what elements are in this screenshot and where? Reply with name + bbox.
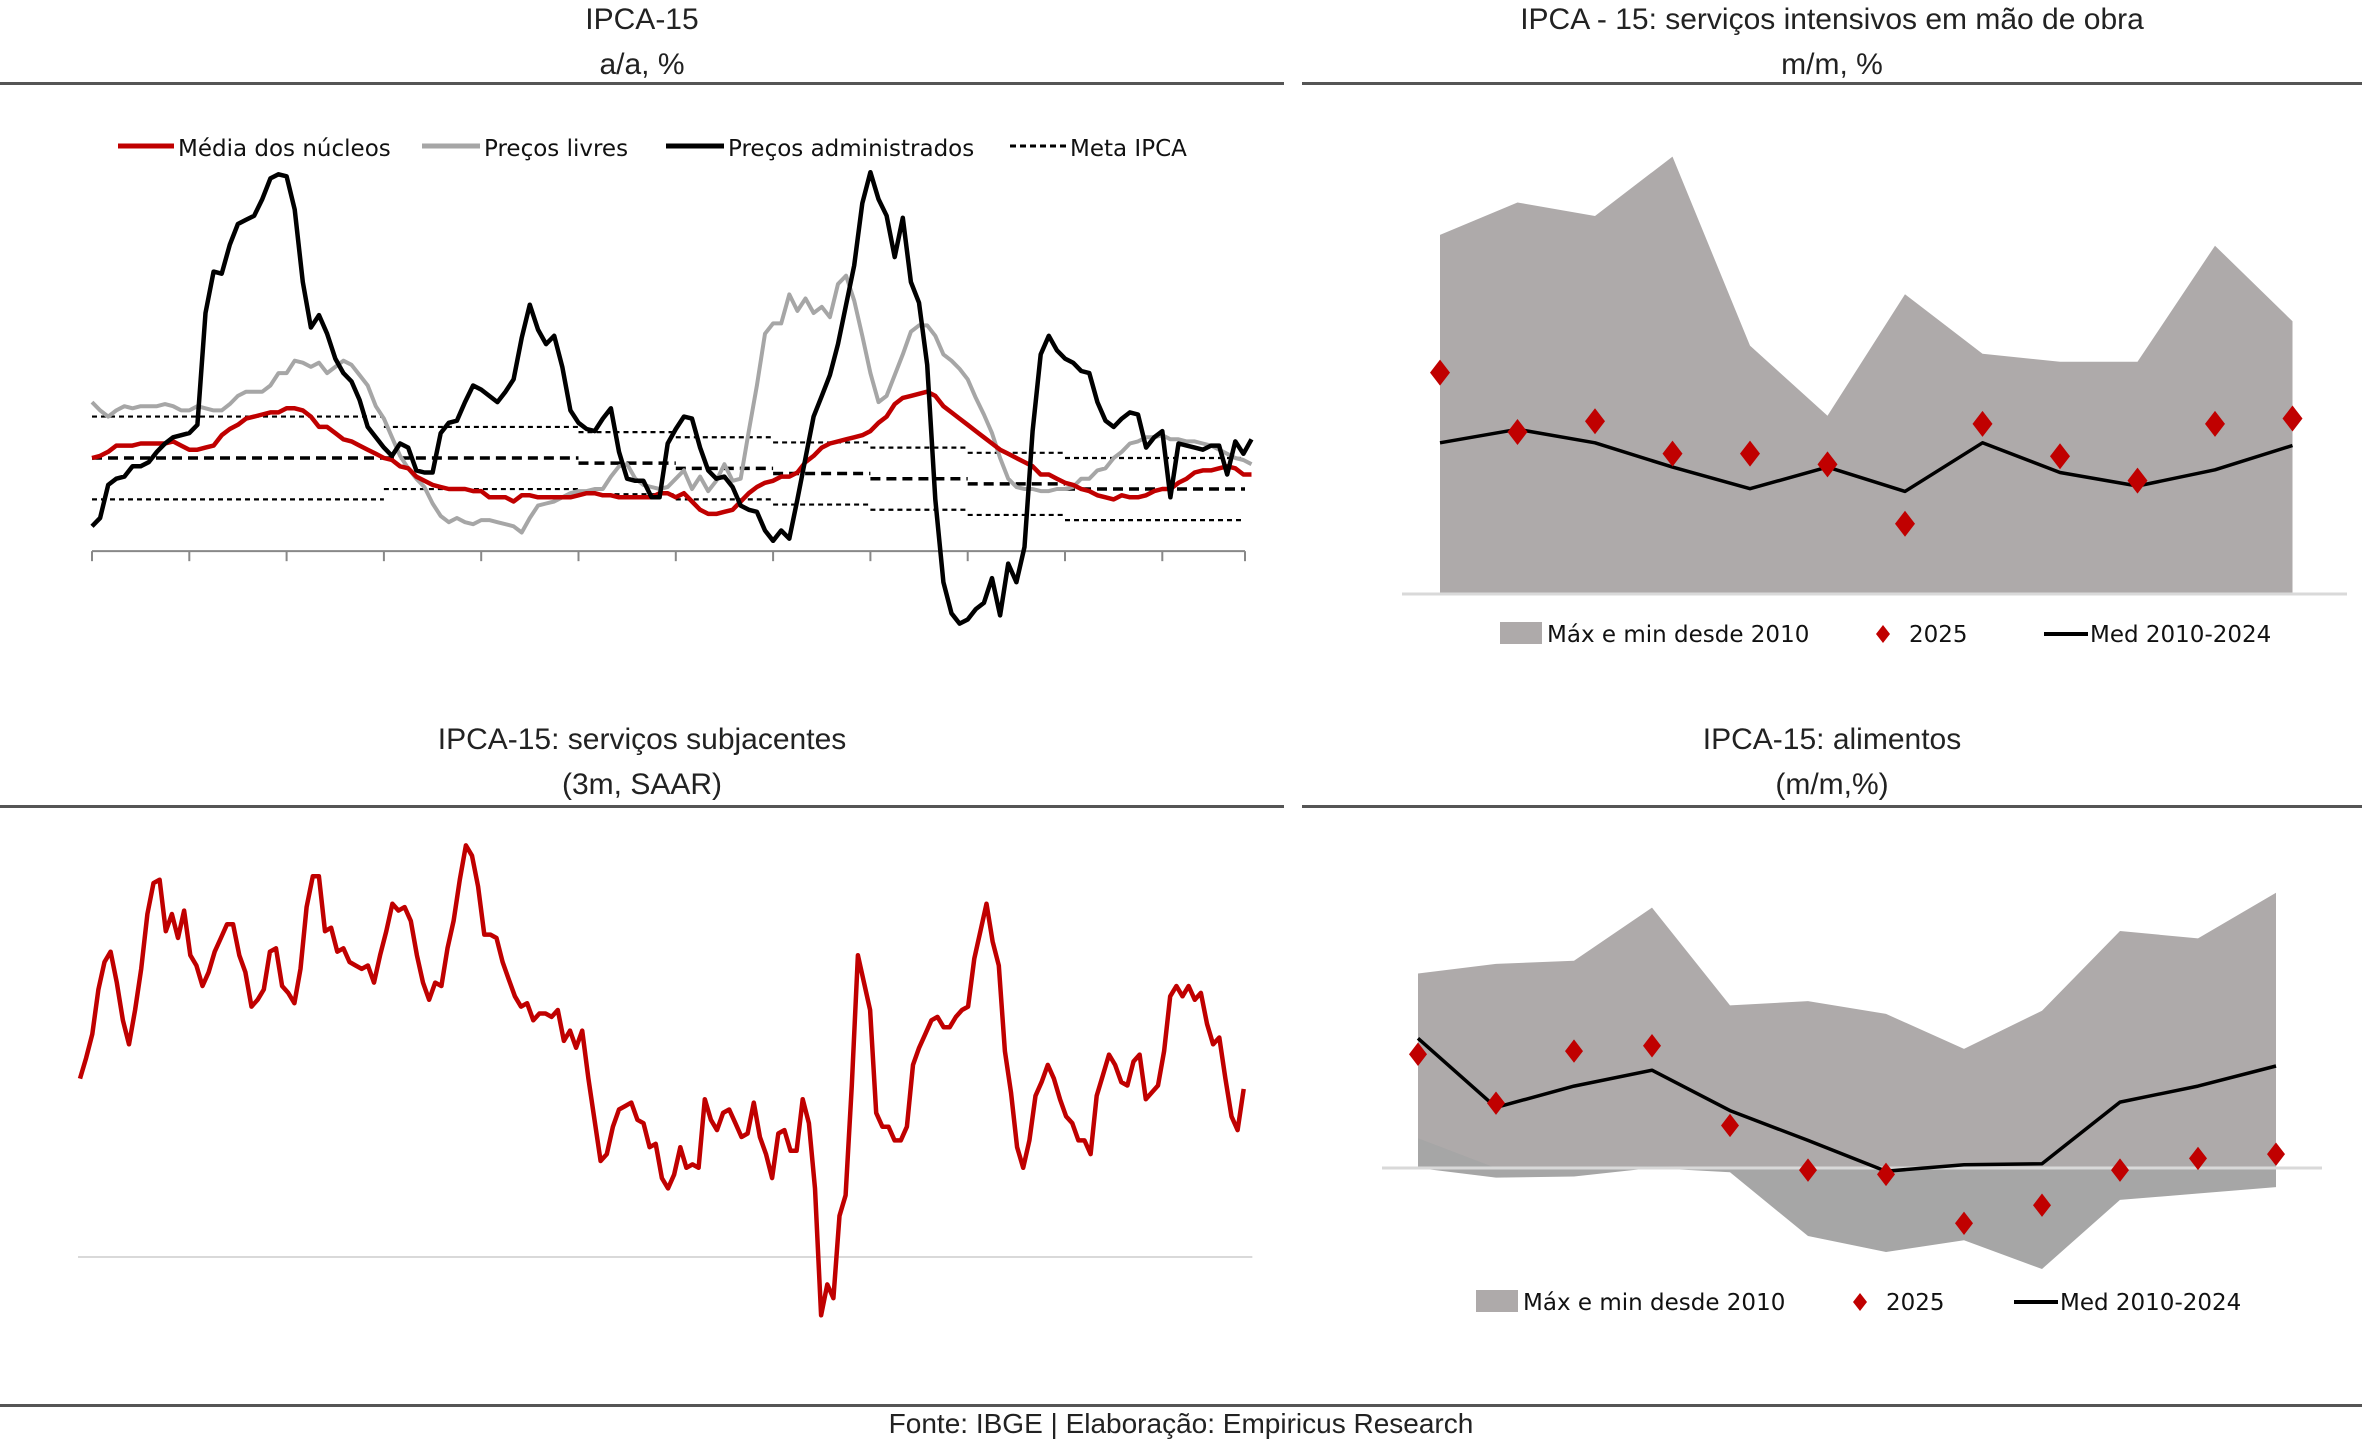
- legend-label-2025: 2025: [1886, 1290, 1945, 1316]
- chart-title: IPCA-15: alimentos: [1702, 723, 1962, 756]
- band-area-max: [1440, 156, 2293, 594]
- chart-title: IPCA-15: serviços subjacentes: [437, 723, 847, 756]
- series-line-median: [1439, 427, 2294, 494]
- legend-label-precos-administrados: Preços administrados: [728, 136, 974, 162]
- chart-subtitle: (3m, SAAR): [561, 768, 723, 801]
- legend-label-media-nucleos: Média dos núcleos: [178, 136, 391, 162]
- point-2025-mai: [1740, 440, 1760, 467]
- series-line-median: [1416, 1036, 2277, 1173]
- legend-label-band: Máx e min desde 2010: [1523, 1290, 1785, 1316]
- legend-swatch-2025: [1853, 1293, 1867, 1311]
- point-2025-jan: [1430, 359, 1450, 386]
- point-2025-fev: [1487, 1091, 1505, 1115]
- point-2025-out: [2127, 467, 2148, 494]
- point-2025-abr: [1643, 1034, 1661, 1058]
- legend-label-precos-livres: Preços livres: [484, 136, 628, 162]
- series-meta-ipca: [92, 415, 1246, 522]
- point-2025-set: [2050, 443, 2070, 470]
- point-2025-abr: [1662, 440, 1683, 467]
- point-2025-dez: [2267, 1142, 2285, 1166]
- legend-label-meta-ipca: Meta IPCA: [1070, 136, 1187, 162]
- chart-subtitle: a/a, %: [599, 48, 685, 81]
- point-2025-nov: [2205, 410, 2225, 437]
- point-2025-jun: [1817, 451, 1838, 478]
- point-2025-ago: [1972, 410, 1993, 437]
- series-line-precos-livres: [90, 273, 1253, 535]
- chart-title: IPCA - 15: serviços intensivos em mão de…: [1520, 3, 2144, 36]
- divider: [1302, 82, 2362, 85]
- point-2025-out: [2111, 1158, 2129, 1182]
- point-2025-nov: [2189, 1146, 2207, 1171]
- source-note: Fonte: IBGE | Elaboração: Empiricus Rese…: [888, 1408, 1474, 1439]
- panel-ipca15-aa: IPCA-15 a/a, % Média dos núcleos Preços …: [0, 0, 1284, 700]
- point-2025-jun: [1799, 1158, 1817, 1182]
- legend-swatch-band: [1476, 1290, 1518, 1312]
- point-2025-mar: [1585, 408, 1605, 435]
- legend-label-median: Med 2010-2024: [2060, 1290, 2241, 1316]
- legend-label-2025: 2025: [1909, 622, 1968, 648]
- series-line-servicos-subjacentes: [77, 843, 1246, 1318]
- legend: Máx e min desde 2010 2025 Med 2010-2024: [1500, 622, 2271, 648]
- divider: [0, 82, 1284, 85]
- divider: [1302, 805, 2362, 808]
- point-2025-dez: [2282, 405, 2303, 432]
- chart-subtitle: (m/m,%): [1775, 768, 1889, 801]
- chart-servicos-subjacentes: [77, 843, 1253, 1318]
- chart-subtitle: m/m, %: [1781, 48, 1883, 81]
- series-line-media-dos-nucleos: [91, 389, 1252, 517]
- point-2025-mai: [1721, 1113, 1739, 1138]
- panel-servicos-subjacentes: IPCA-15: serviços subjacentes (3m, SAAR): [0, 710, 1284, 1400]
- chart-servicos-intensivos: Máx e min desde 2010 2025 Med 2010-2024: [1402, 156, 2347, 648]
- chart-title: IPCA-15: [585, 3, 699, 36]
- legend-label-band: Máx e min desde 2010: [1547, 622, 1809, 648]
- chart-alimentos: Máx e min desde 2010 2025 Med 2010-2024: [1382, 892, 2322, 1316]
- footer-divider: [0, 1404, 2362, 1407]
- panel-alimentos: IPCA-15: alimentos (m/m,%) Máx e min des…: [1302, 710, 2362, 1400]
- band-area-max: [1418, 892, 2276, 1168]
- point-2025-jul: [1895, 510, 1915, 537]
- panel-servicos-intensivos: IPCA - 15: serviços intensivos em mão de…: [1302, 0, 2362, 700]
- chart-ipca15-aa: Média dos núcleos Preços livres Preços a…: [90, 136, 1254, 626]
- divider: [0, 805, 1284, 808]
- series-line-precos-administrados: [90, 169, 1254, 626]
- legend-swatch-band: [1500, 622, 1542, 644]
- legend: Média dos núcleos Preços livres Preços a…: [118, 136, 1187, 162]
- legend-swatch-2025: [1876, 625, 1890, 643]
- legend: Máx e min desde 2010 2025 Med 2010-2024: [1476, 1290, 2241, 1316]
- legend-label-median: Med 2010-2024: [2090, 622, 2271, 648]
- point-2025-fev: [1507, 419, 1528, 445]
- point-2025-ago: [1955, 1211, 1973, 1235]
- point-2025-jan: [1409, 1042, 1427, 1066]
- band-area-min: [1418, 1168, 2276, 1269]
